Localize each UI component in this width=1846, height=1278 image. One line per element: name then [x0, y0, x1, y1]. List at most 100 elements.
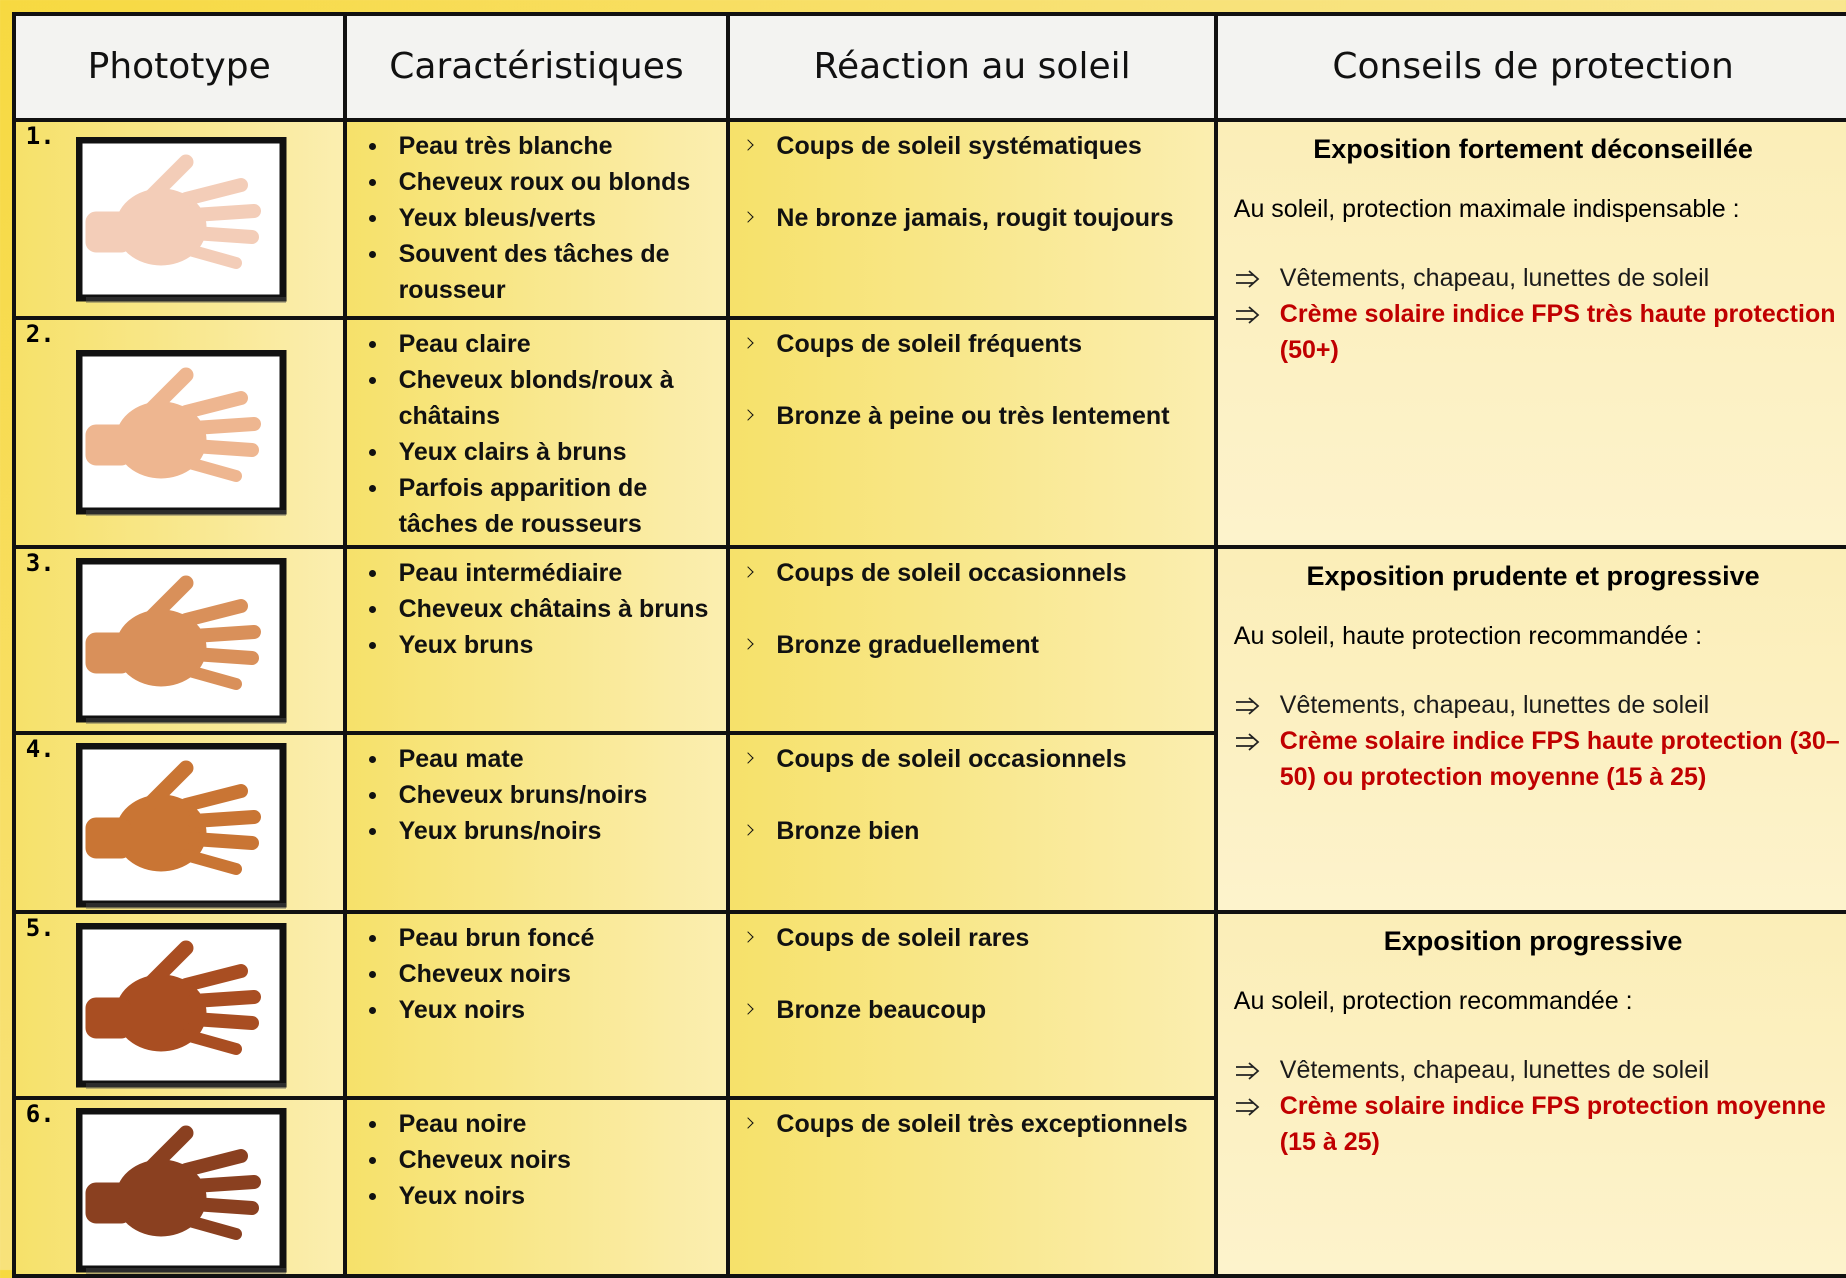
- characteristic: Parfois apparition de tâches de rousseur…: [347, 470, 727, 542]
- characteristic: Yeux bruns/noirs: [347, 813, 727, 849]
- reaction: Coups de soleil rares: [730, 920, 1213, 956]
- reaction: Coups de soleil occasionnels: [730, 741, 1213, 777]
- phototype-number: 1.: [25, 121, 55, 150]
- reaction: Coups de soleil occasionnels: [730, 555, 1213, 591]
- characteristics-list: Peau claire Cheveux blonds/roux à châtain…: [347, 326, 727, 542]
- reaction-cell: Coups de soleil très exceptionnels: [726, 1096, 1218, 1278]
- characteristic: Yeux bleus/verts: [347, 200, 727, 236]
- phototype-cell: 2.: [11, 315, 347, 550]
- phototype-number: 6.: [25, 1100, 55, 1129]
- advice-list: Vêtements, chapeau, lunettes de soleil Cr…: [1234, 1052, 1846, 1160]
- arrow-icon: [1235, 270, 1260, 288]
- hand-image: [75, 923, 287, 1090]
- characteristic: Peau claire: [347, 326, 727, 362]
- advice-item: Vêtements, chapeau, lunettes de soleil: [1234, 260, 1846, 296]
- characteristic: Yeux noirs: [347, 992, 727, 1028]
- reaction-list: Coups de soleil systématiques Ne bronze j…: [730, 128, 1213, 236]
- phototype-number: 5.: [25, 914, 55, 943]
- reaction-cell: Coups de soleil fréquents Bronze à peine …: [726, 315, 1218, 550]
- reaction: Coups de soleil très exceptionnels: [730, 1106, 1213, 1142]
- hand-image: [75, 350, 287, 517]
- hand-image: [75, 1108, 287, 1275]
- reaction: Bronze bien: [730, 813, 1213, 849]
- advice-item: Vêtements, chapeau, lunettes de soleil: [1234, 1052, 1846, 1088]
- characteristics-list: Peau intermédiaire Cheveux châtains à bru…: [347, 555, 727, 663]
- advice-item: Crème solaire indice FPS haute protectio…: [1234, 723, 1846, 795]
- reaction-cell: Coups de soleil occasionnels Bronze bien: [726, 731, 1218, 915]
- arrow-icon: [1235, 1062, 1260, 1080]
- advice-text: Crème solaire indice FPS protection moye…: [1279, 1092, 1826, 1157]
- hand-image: [75, 743, 287, 910]
- reaction: Bronze à peine ou très lentement: [730, 398, 1213, 434]
- advice-text: Vêtements, chapeau, lunettes de soleil: [1279, 691, 1710, 720]
- phototype-number: 2.: [25, 319, 55, 348]
- reaction-list: Coups de soleil occasionnels Bronze bien: [730, 741, 1213, 849]
- advice-cell: Exposition prudente et progressive Au sol…: [1213, 545, 1846, 915]
- reaction: Ne bronze jamais, rougit toujours: [730, 200, 1213, 236]
- characteristics-cell: Peau mate Cheveux bruns/noirs Yeux bruns/n…: [342, 731, 731, 915]
- characteristics-cell: Peau brun foncé Cheveux noirs Yeux noirs: [342, 910, 731, 1101]
- characteristic: Cheveux noirs: [347, 1142, 727, 1178]
- advice-item: Vêtements, chapeau, lunettes de soleil: [1234, 687, 1846, 723]
- advice-text: Crème solaire indice FPS haute protectio…: [1279, 727, 1840, 792]
- reaction-cell: Coups de soleil rares Bronze beaucoup: [726, 910, 1218, 1101]
- characteristics-cell: Peau claire Cheveux blonds/roux à châtain…: [342, 315, 731, 550]
- characteristics-list: Peau noire Cheveux noirs Yeux noirs: [347, 1106, 727, 1214]
- reaction-list: Coups de soleil fréquents Bronze à peine …: [730, 326, 1213, 434]
- characteristics-list: Peau très blanche Cheveux roux ou blonds Y…: [347, 128, 727, 308]
- advice-text: Crème solaire indice FPS très haute prot…: [1279, 299, 1836, 364]
- characteristic: Peau intermédiaire: [347, 555, 727, 591]
- characteristic: Peau mate: [347, 741, 727, 777]
- characteristic: Souvent des tâches de rousseur: [347, 236, 727, 308]
- characteristic: Cheveux roux ou blonds: [347, 164, 727, 200]
- reaction: Coups de soleil systématiques: [730, 128, 1213, 164]
- reaction: Bronze beaucoup: [730, 992, 1213, 1028]
- advice-text: Vêtements, chapeau, lunettes de soleil: [1279, 1056, 1710, 1085]
- advice-intro: Au soleil, protection maximale indispens…: [1233, 194, 1740, 223]
- advice-title: Exposition prudente et progressive: [1306, 561, 1760, 592]
- advice-cell: Exposition progressive Au soleil, protect…: [1213, 910, 1846, 1278]
- characteristic: Yeux noirs: [347, 1178, 727, 1214]
- phototype-number: 3.: [25, 549, 55, 578]
- characteristic: Cheveux noirs: [347, 956, 727, 992]
- phototype-cell: 4.: [11, 731, 347, 915]
- reaction-list: Coups de soleil occasionnels Bronze gradu…: [730, 555, 1213, 663]
- hand-image: [75, 558, 287, 725]
- phototype-number: 4.: [25, 735, 55, 764]
- reaction-cell: Coups de soleil systématiques Ne bronze j…: [726, 117, 1218, 320]
- advice-item: Crème solaire indice FPS très haute prot…: [1234, 296, 1846, 368]
- advice-intro: Au soleil, protection recommandée :: [1233, 987, 1633, 1016]
- advice-title: Exposition fortement déconseillée: [1313, 133, 1753, 164]
- phototype-cell: 3.: [11, 545, 347, 736]
- phototype-cell: 1.: [11, 117, 347, 320]
- reaction-cell: Coups de soleil occasionnels Bronze gradu…: [726, 545, 1218, 736]
- advice-list: Vêtements, chapeau, lunettes de soleil Cr…: [1234, 260, 1846, 368]
- advice-list: Vêtements, chapeau, lunettes de soleil Cr…: [1234, 687, 1846, 795]
- arrow-icon: [1235, 697, 1260, 715]
- advice-intro: Au soleil, haute protection recommandée …: [1233, 622, 1703, 651]
- characteristics-list: Peau brun foncé Cheveux noirs Yeux noirs: [347, 920, 727, 1028]
- arrow-icon: [1235, 733, 1260, 751]
- reaction-list: Coups de soleil très exceptionnels: [730, 1106, 1213, 1142]
- header-cell: Conseils de protection: [1213, 11, 1846, 122]
- characteristic: Peau brun foncé: [347, 920, 727, 956]
- header-cell: Caractéristiques: [342, 11, 731, 122]
- characteristic: Peau très blanche: [347, 128, 727, 164]
- characteristics-cell: Peau intermédiaire Cheveux châtains à bru…: [342, 545, 731, 736]
- characteristic: Peau noire: [347, 1106, 727, 1142]
- characteristics-cell: Peau très blanche Cheveux roux ou blonds Y…: [342, 117, 731, 320]
- characteristic: Yeux clairs à bruns: [347, 434, 727, 470]
- characteristics-cell: Peau noire Cheveux noirs Yeux noirs: [342, 1096, 731, 1278]
- advice-title: Exposition progressive: [1383, 926, 1683, 957]
- advice-cell: Exposition fortement déconseillée Au sole…: [1213, 117, 1846, 550]
- header-cell: Phototype: [11, 11, 347, 122]
- advice-item: Crème solaire indice FPS protection moye…: [1234, 1088, 1846, 1160]
- reaction: Bronze graduellement: [730, 627, 1213, 663]
- reaction: Coups de soleil fréquents: [730, 326, 1213, 362]
- arrow-icon: [1235, 1098, 1260, 1116]
- characteristic: Yeux bruns: [347, 627, 727, 663]
- hand-image: [75, 136, 287, 303]
- phototype-cell: 6.: [11, 1096, 347, 1278]
- header-cell: Réaction au soleil: [726, 11, 1218, 122]
